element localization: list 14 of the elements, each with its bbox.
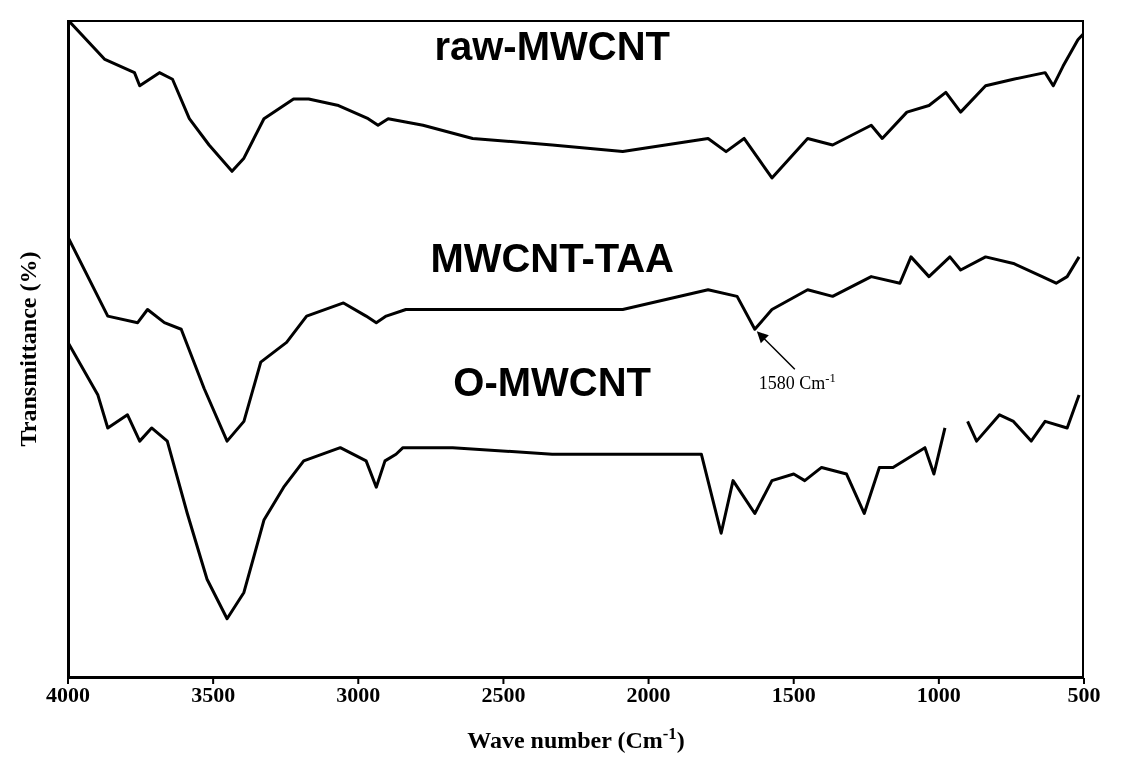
series-label: raw-MWCNT xyxy=(434,24,670,69)
series-label: O-MWCNT xyxy=(453,360,652,405)
x-tick-label: 3500 xyxy=(191,681,236,707)
x-tick-label: 3000 xyxy=(336,681,381,707)
x-axis-title: Wave number (Cm$^{-1}$) xyxy=(467,723,685,753)
y-axis-title: Transmittance (%) xyxy=(15,251,41,447)
series-label: MWCNT-TAA xyxy=(430,235,675,280)
annotation: 1580 Cm$^{-1}$ xyxy=(758,371,836,394)
x-tick-label: 500 xyxy=(1067,681,1101,707)
x-tick-label: 1000 xyxy=(916,681,961,707)
x-tick-label: 1500 xyxy=(771,681,816,707)
x-tick-label: 4000 xyxy=(46,681,90,707)
x-tick-label: 2500 xyxy=(481,681,526,707)
x-tick-label: 2000 xyxy=(626,681,671,707)
